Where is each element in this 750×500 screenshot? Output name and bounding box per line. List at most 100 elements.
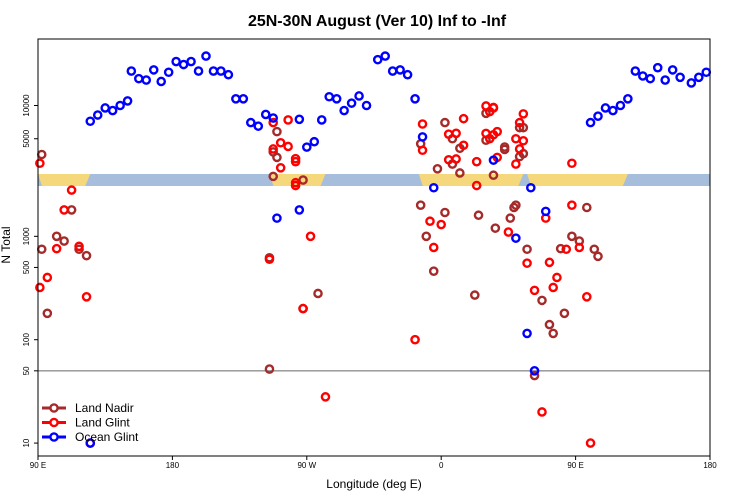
data-point (490, 223, 501, 233)
data-point (331, 93, 342, 104)
data-point (201, 51, 211, 61)
legend-marker (49, 417, 59, 428)
data-point (59, 205, 69, 215)
data-point (686, 78, 697, 88)
data-point (522, 258, 532, 268)
data-point (290, 153, 301, 164)
data-point (35, 282, 45, 293)
data-point (529, 370, 540, 381)
series-land-glint (35, 101, 596, 448)
data-point (74, 241, 84, 252)
data-point (395, 65, 405, 75)
data-point (537, 295, 547, 306)
data-point (410, 334, 420, 345)
data-point (178, 59, 189, 70)
data-point (458, 113, 469, 124)
data-point (561, 244, 572, 255)
data-point (260, 109, 271, 120)
data-point (272, 213, 282, 223)
data-point (526, 182, 536, 193)
data-point (694, 72, 704, 83)
data-point (548, 282, 559, 293)
plot-frame (37, 38, 711, 457)
x-axis-label: Longitude (deg E) (326, 477, 421, 491)
data-point (529, 285, 540, 296)
data-point (283, 115, 293, 125)
data-point (81, 250, 92, 261)
data-point (488, 102, 499, 113)
legend-label: Land Nadir (75, 401, 134, 415)
data-point (458, 140, 469, 151)
data-point (290, 177, 301, 188)
data-point (115, 100, 125, 111)
data-point (417, 145, 428, 156)
data-point (505, 213, 516, 223)
data-point (305, 231, 316, 242)
data-point (522, 244, 532, 255)
data-point (511, 200, 521, 211)
y-tick-label: 50 (22, 366, 31, 375)
x-tick-label: 90 E (30, 461, 46, 470)
data-point (589, 244, 600, 255)
data-point (667, 65, 678, 75)
data-point (630, 66, 641, 76)
y-tick-label: 5000 (22, 129, 31, 147)
data-point (361, 100, 372, 111)
data-point (488, 155, 499, 165)
data-point (559, 308, 570, 319)
data-point (544, 257, 555, 268)
data-point (122, 96, 133, 106)
data-point (471, 156, 482, 167)
data-point (51, 231, 62, 242)
x-tick-label: 90 E (567, 461, 583, 470)
y-tick-label: 500 (22, 260, 31, 274)
data-point (473, 210, 484, 221)
data-point (582, 202, 592, 213)
legend-marker (49, 403, 59, 413)
data-point (35, 158, 45, 169)
data-point (593, 251, 603, 262)
data-point (514, 122, 525, 133)
data-point (81, 292, 92, 302)
data-point (514, 117, 525, 128)
data-point (141, 75, 152, 85)
data-point (238, 93, 249, 104)
data-point (92, 110, 103, 120)
data-point (548, 328, 559, 339)
data-point (503, 227, 514, 237)
data-point (294, 205, 305, 215)
y-axis-label: N Total (0, 226, 13, 263)
data-point (574, 242, 585, 253)
y-tick-label: 1000 (22, 227, 31, 245)
data-point (432, 163, 443, 174)
data-point (552, 272, 562, 283)
series-ocean-glint (85, 51, 712, 448)
data-point (42, 308, 53, 319)
data-point (492, 126, 503, 137)
data-point (582, 292, 592, 302)
legend-label: Ocean Glint (75, 430, 139, 444)
data-point (585, 117, 596, 128)
data-point (320, 392, 331, 402)
data-point (518, 109, 529, 119)
data-point (440, 117, 450, 128)
data-point (410, 93, 420, 104)
data-point (544, 319, 555, 330)
data-point (623, 93, 633, 104)
data-point (514, 144, 525, 154)
data-point (451, 128, 461, 139)
data-point (264, 254, 275, 265)
data-point (585, 438, 596, 448)
data-point (283, 141, 293, 152)
data-point (107, 105, 118, 116)
legend-label: Land Glint (75, 416, 130, 430)
data-point (555, 243, 566, 254)
x-tick-label: 0 (439, 461, 444, 470)
y-tick-label: 100 (22, 332, 31, 346)
data-point (186, 56, 196, 67)
data-point (593, 111, 603, 122)
data-point (339, 105, 349, 116)
data-point (567, 231, 577, 242)
data-point (316, 115, 327, 125)
